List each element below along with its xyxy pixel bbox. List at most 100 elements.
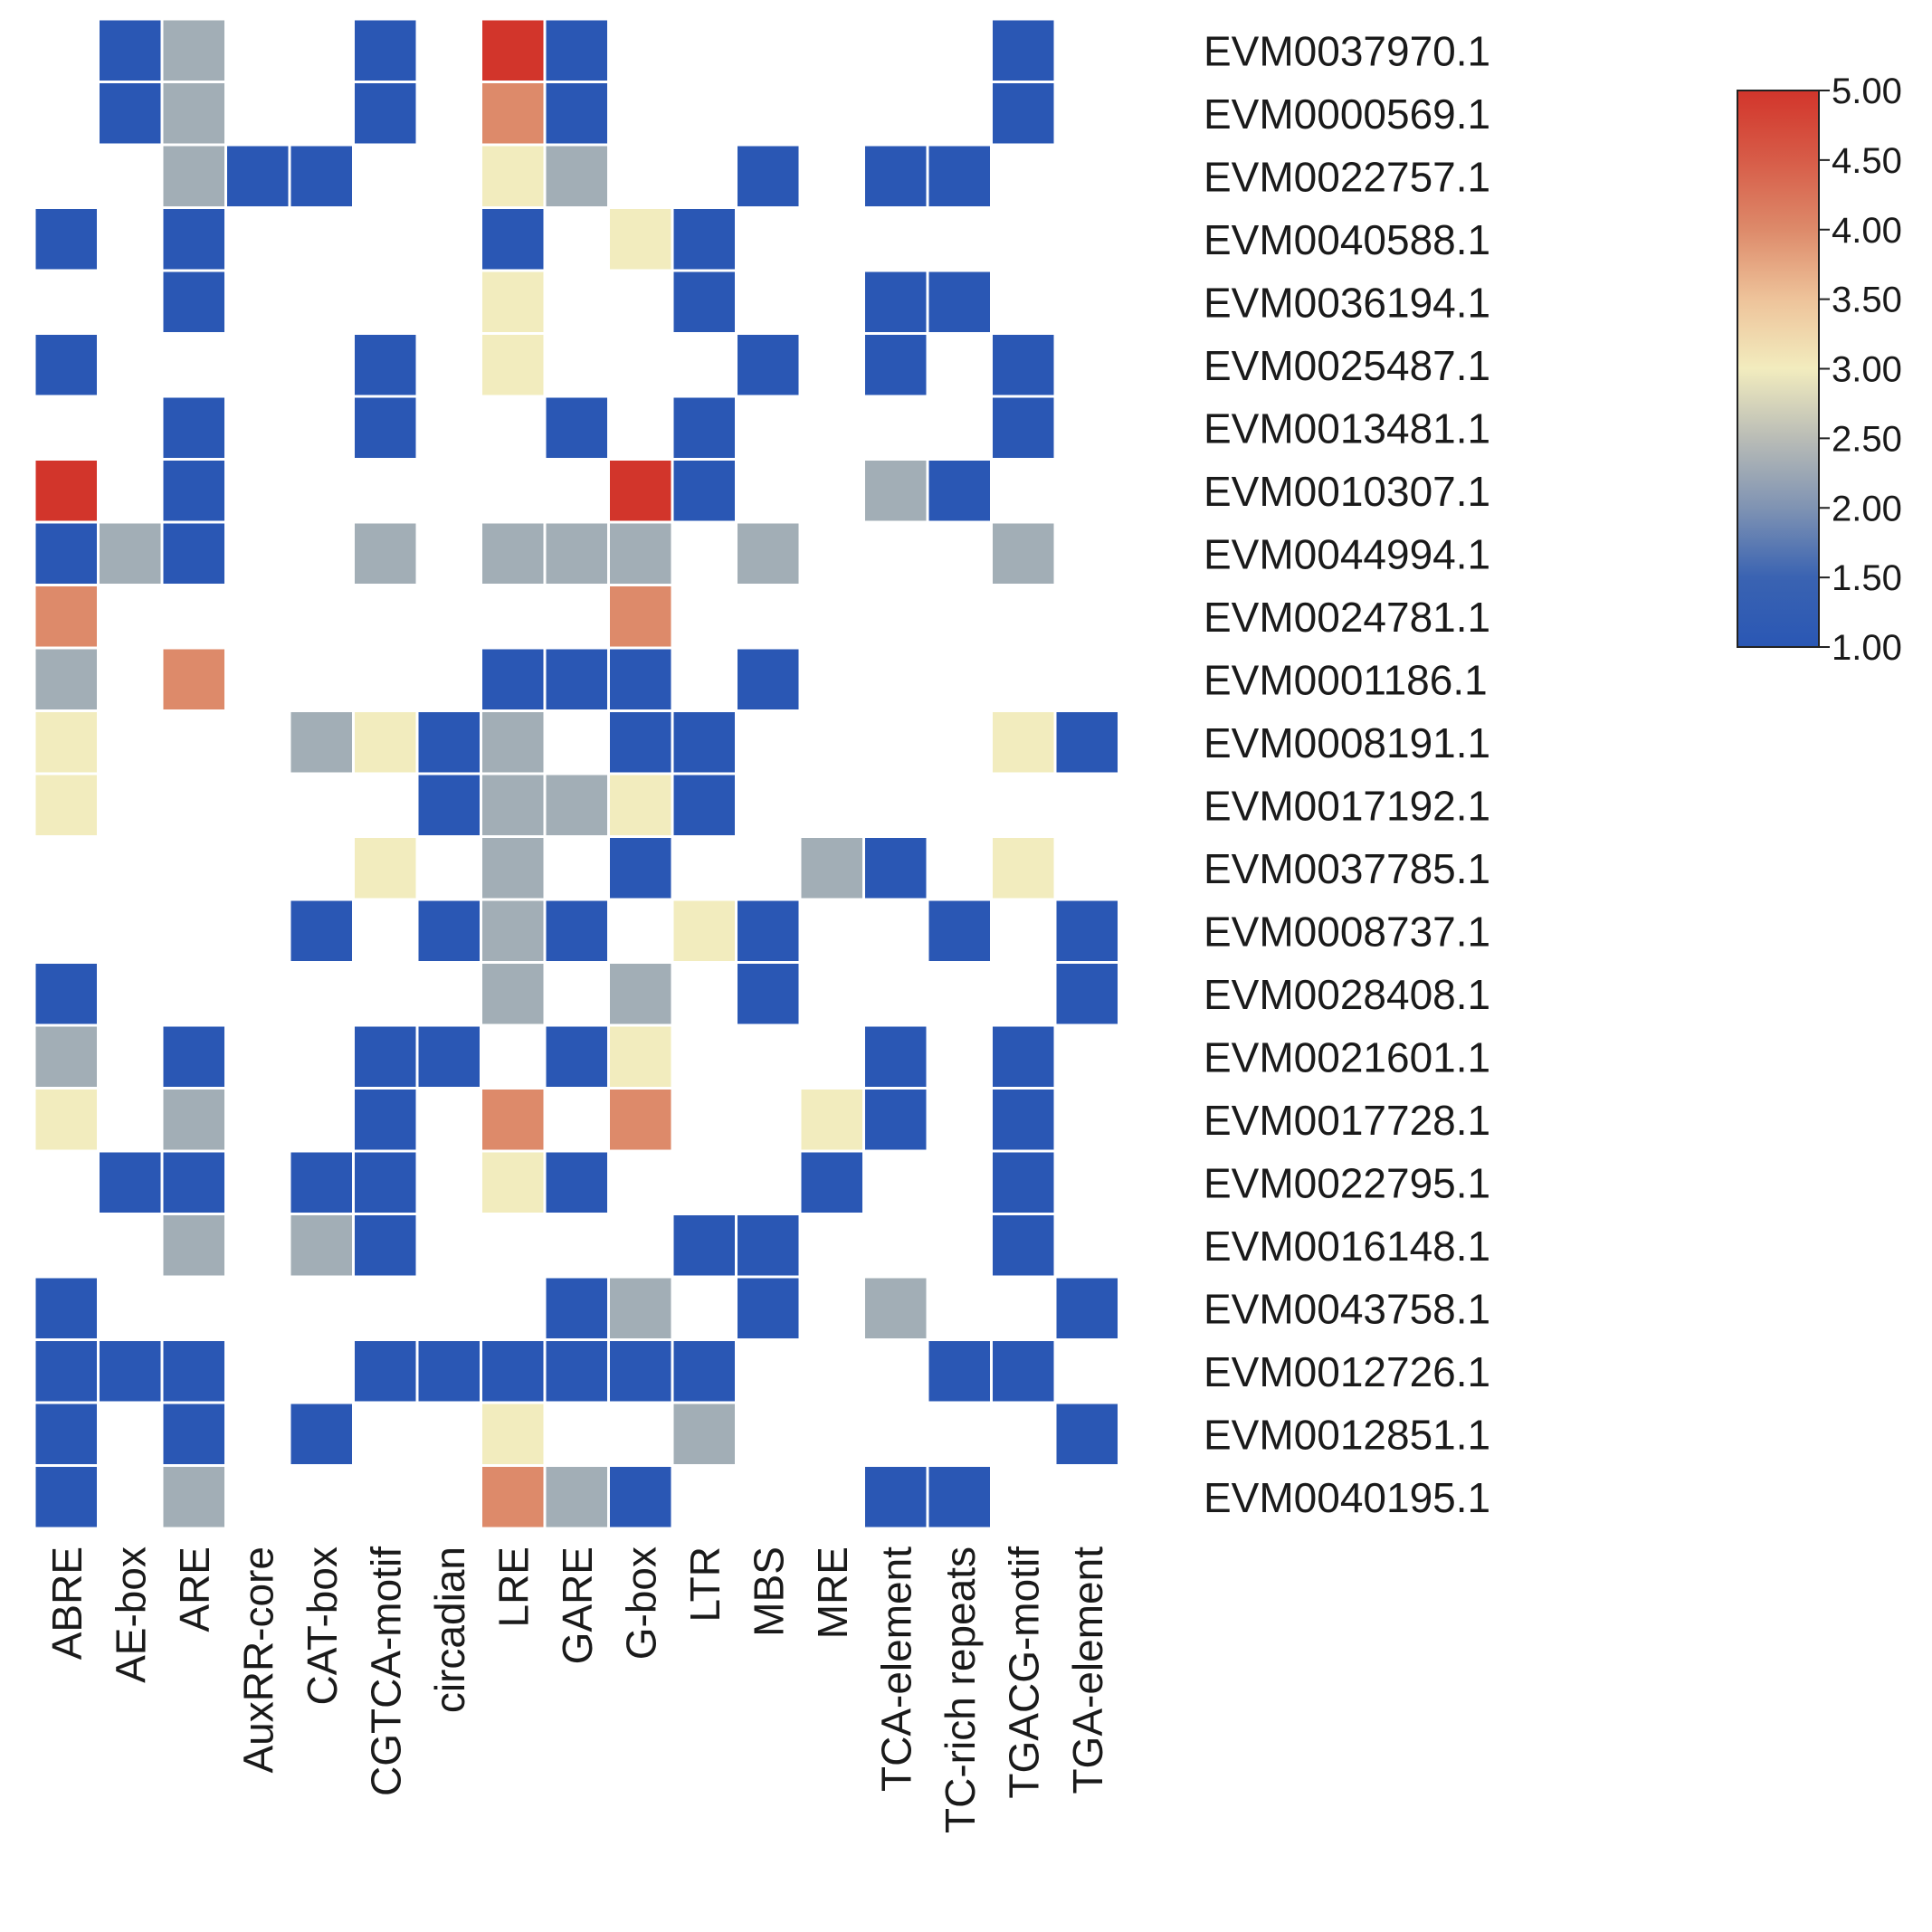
heatmap-cell [610, 775, 671, 835]
row-label: EVM0022795.1 [1204, 1159, 1490, 1206]
heatmap-cell [163, 146, 224, 206]
heatmap-cell [35, 1404, 97, 1464]
row-label: EVM0024781.1 [1204, 594, 1490, 641]
heatmap-cell [738, 900, 799, 961]
heatmap-cell [546, 775, 607, 835]
row-label: EVM0008737.1 [1204, 908, 1490, 955]
column-label: GARE [554, 1547, 601, 1664]
colorbar-ticks: 5.00 4.50 4.00 3.50 3.00 2.50 2.00 1.50 1.00 [1819, 71, 1902, 668]
heatmap-cell [482, 712, 544, 773]
heatmap-cell [865, 1278, 927, 1338]
heatmap-cell [163, 1341, 224, 1402]
heatmap-cell [993, 1026, 1054, 1087]
heatmap-cell [355, 1341, 416, 1402]
column-label: TGA-element [1064, 1547, 1111, 1794]
heatmap-cell [993, 1152, 1054, 1213]
heatmap-cell [227, 146, 289, 206]
row-label: EVM0016148.1 [1204, 1223, 1490, 1270]
row-label: EVM0040588.1 [1204, 216, 1490, 263]
heatmap-cell [1056, 712, 1118, 773]
row-label: EVM0001186.1 [1204, 656, 1488, 703]
row-label: EVM0036194.1 [1204, 279, 1490, 326]
row-label: EVM0021601.1 [1204, 1033, 1490, 1080]
column-label: MRE [809, 1547, 856, 1639]
heatmap-cell [610, 712, 671, 773]
heatmap-cell [35, 964, 97, 1024]
row-label: EVM0013481.1 [1204, 404, 1490, 452]
heatmap-cell [801, 1090, 862, 1150]
colorbar-tick-label: 2.50 [1832, 419, 1902, 459]
heatmap-cell [163, 1152, 224, 1213]
heatmap-cell [610, 586, 671, 647]
heatmap-cell [546, 649, 607, 709]
heatmap-cell [993, 838, 1054, 899]
heatmap-cell [673, 397, 735, 458]
heatmap-cell [290, 1404, 352, 1464]
heatmap-cell [993, 712, 1054, 773]
heatmap-cell [100, 523, 161, 584]
heatmap-cell [1056, 1404, 1118, 1464]
heatmap-cell [482, 1404, 544, 1464]
heatmap-cell [355, 1215, 416, 1276]
heatmap-cell [482, 20, 544, 81]
heatmap-cell [738, 964, 799, 1024]
heatmap-cell [482, 271, 544, 332]
heatmap-cell [163, 1404, 224, 1464]
heatmap-cell [482, 1467, 544, 1528]
heatmap-cell [100, 1152, 161, 1213]
heatmap-cell [673, 775, 735, 835]
column-label: LTR [681, 1547, 728, 1623]
heatmap-cell [993, 335, 1054, 395]
row-label: EVM0008191.1 [1204, 719, 1490, 766]
row-label: EVM0022757.1 [1204, 153, 1490, 200]
colorbar-gradient [1737, 90, 1820, 648]
row-label: EVM0028408.1 [1204, 971, 1490, 1018]
heatmap-cell [865, 461, 927, 521]
heatmap-cell [801, 838, 862, 899]
heatmap-cell [355, 83, 416, 144]
column-label: AuxRR-core [234, 1547, 281, 1774]
heatmap-cell [35, 1278, 97, 1338]
heatmap-cell [993, 397, 1054, 458]
colorbar-tick-label: 2.00 [1832, 489, 1902, 528]
row-label: EVM0010307.1 [1204, 468, 1490, 515]
colorbar-tick-label: 5.00 [1832, 71, 1902, 111]
heatmap-cell [163, 1215, 224, 1276]
heatmap-cell [482, 146, 544, 206]
heatmap-cell [482, 83, 544, 144]
colorbar-tick-label: 1.00 [1832, 628, 1902, 668]
heatmap-cell [546, 83, 607, 144]
heatmap-cell [673, 209, 735, 270]
row-label: EVM0037970.1 [1204, 27, 1490, 74]
heatmap-cell [163, 649, 224, 709]
column-label: ABRE [43, 1547, 90, 1660]
heatmap-cell [1056, 964, 1118, 1024]
heatmap-cell [738, 649, 799, 709]
heatmap-cell [546, 397, 607, 458]
row-label: EVM0037785.1 [1204, 845, 1490, 892]
colorbar-tick-label: 3.00 [1832, 350, 1902, 390]
heatmap-cell [35, 461, 97, 521]
colorbar-tick-label: 4.50 [1832, 141, 1902, 181]
row-label: EVM0040195.1 [1204, 1474, 1490, 1521]
heatmap-cell [546, 1278, 607, 1338]
heatmap-cell [610, 838, 671, 899]
heatmap-cell [482, 523, 544, 584]
heatmap-cell [290, 1215, 352, 1276]
heatmap-cell [546, 900, 607, 961]
heatmap-cell [928, 900, 990, 961]
heatmap-cell [673, 1404, 735, 1464]
heatmap-cell [610, 1278, 671, 1338]
heatmap-cell [673, 900, 735, 961]
heatmap-cell [610, 964, 671, 1024]
heatmap-cell [865, 335, 927, 395]
row-label: EVM0025487.1 [1204, 342, 1490, 389]
column-label: CAT-box [299, 1547, 346, 1706]
heatmap-cell [865, 838, 927, 899]
heatmap-cell [928, 1341, 990, 1402]
heatmap-cell [100, 83, 161, 144]
heatmap-cell [100, 1341, 161, 1402]
column-label: ARE [171, 1547, 218, 1632]
heatmap-cell [993, 1341, 1054, 1402]
column-label: TC-rich repeats [937, 1547, 984, 1833]
